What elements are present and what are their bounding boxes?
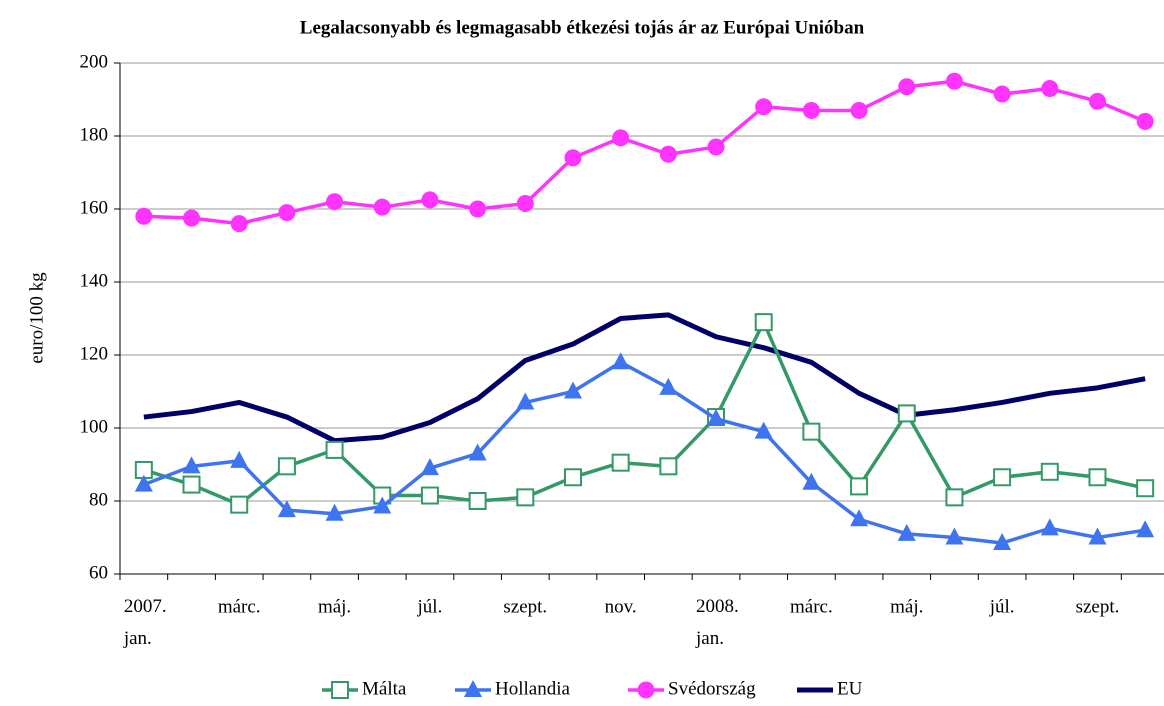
marker <box>612 129 630 147</box>
marker <box>325 503 344 521</box>
marker <box>1040 518 1059 536</box>
series-line <box>143 312 1146 444</box>
marker <box>850 101 868 119</box>
marker <box>420 486 439 505</box>
legend-label: Málta <box>362 678 407 699</box>
marker <box>468 443 487 461</box>
marker <box>897 404 916 423</box>
marker <box>659 457 678 476</box>
marker <box>564 149 582 167</box>
marker <box>563 468 582 487</box>
marker <box>1041 80 1059 98</box>
x-tick-label: szept. <box>1076 596 1120 617</box>
legend-marker <box>331 681 349 699</box>
marker <box>993 85 1011 103</box>
legend-marker <box>464 680 482 697</box>
y-tick-label: 160 <box>80 197 109 218</box>
marker <box>1136 479 1155 498</box>
marker <box>278 204 296 222</box>
marker <box>1088 92 1106 110</box>
marker <box>134 474 153 492</box>
marker <box>468 492 487 510</box>
y-axis-label: euro/100 kg <box>26 272 47 364</box>
chart-title: Legalacsonyabb és legmagasabb étkezési t… <box>300 17 865 38</box>
marker <box>1040 462 1059 481</box>
y-tick-label: 120 <box>80 343 109 364</box>
x-tick-label: júl. <box>989 596 1015 617</box>
marker <box>516 195 534 213</box>
x-tick-label: máj. <box>890 596 923 617</box>
marker <box>802 422 821 441</box>
marker <box>993 532 1012 550</box>
marker <box>707 138 725 156</box>
marker <box>802 472 821 490</box>
marker <box>754 313 773 332</box>
marker <box>516 392 535 410</box>
marker <box>1088 527 1107 545</box>
legend-marker <box>331 681 349 699</box>
series-line <box>143 79 1146 226</box>
legend-label: Svédország <box>668 678 756 699</box>
marker <box>1136 520 1155 538</box>
marker <box>183 209 201 227</box>
marker <box>850 509 869 527</box>
x-tick-label: júl. <box>417 596 443 617</box>
y-tick-label: 60 <box>89 562 108 583</box>
marker <box>326 193 344 211</box>
marker <box>1136 112 1154 130</box>
marker <box>325 440 344 459</box>
x-tick-label: 2008. jan. <box>695 596 739 649</box>
legend-marker <box>637 681 655 699</box>
x-tick-label: márc. <box>218 596 261 617</box>
marker <box>707 408 726 426</box>
marker <box>611 453 630 472</box>
marker <box>945 72 963 90</box>
legend-label: Hollandia <box>495 678 570 699</box>
marker <box>277 457 296 476</box>
y-tick-label: 200 <box>80 51 109 72</box>
marker <box>802 101 820 119</box>
marker <box>611 352 630 370</box>
series-line <box>143 360 1146 545</box>
series-line <box>143 320 1146 507</box>
marker <box>469 200 487 218</box>
legend-label: EU <box>837 678 863 699</box>
marker <box>182 475 201 494</box>
marker <box>373 496 392 514</box>
marker <box>421 191 439 209</box>
x-tick-label: máj. <box>318 596 351 617</box>
marker <box>659 377 678 395</box>
marker <box>945 527 964 545</box>
marker <box>277 500 296 518</box>
y-tick-label: 140 <box>80 270 109 291</box>
x-tick-label: nov. <box>605 596 637 617</box>
legend-marker <box>637 681 655 699</box>
marker <box>516 488 535 507</box>
x-tick-label: 2007. jan. <box>123 596 167 649</box>
x-tick-label: márc. <box>790 596 833 617</box>
marker <box>563 381 582 399</box>
marker <box>898 78 916 96</box>
marker <box>230 450 249 468</box>
marker <box>659 145 677 163</box>
marker <box>754 421 773 439</box>
marker <box>993 468 1012 487</box>
marker <box>897 523 916 541</box>
marker <box>373 198 391 216</box>
y-tick-label: 180 <box>80 124 109 145</box>
marker <box>1088 468 1107 487</box>
marker <box>945 488 964 507</box>
marker <box>755 98 773 116</box>
marker <box>850 477 869 496</box>
marker <box>230 215 248 233</box>
y-tick-label: 80 <box>89 489 108 510</box>
marker <box>182 456 201 474</box>
legend-marker <box>464 680 482 697</box>
marker <box>230 495 249 514</box>
y-tick-label: 100 <box>80 416 109 437</box>
marker <box>135 207 153 225</box>
marker <box>420 458 439 476</box>
x-tick-label: szept. <box>503 596 547 617</box>
